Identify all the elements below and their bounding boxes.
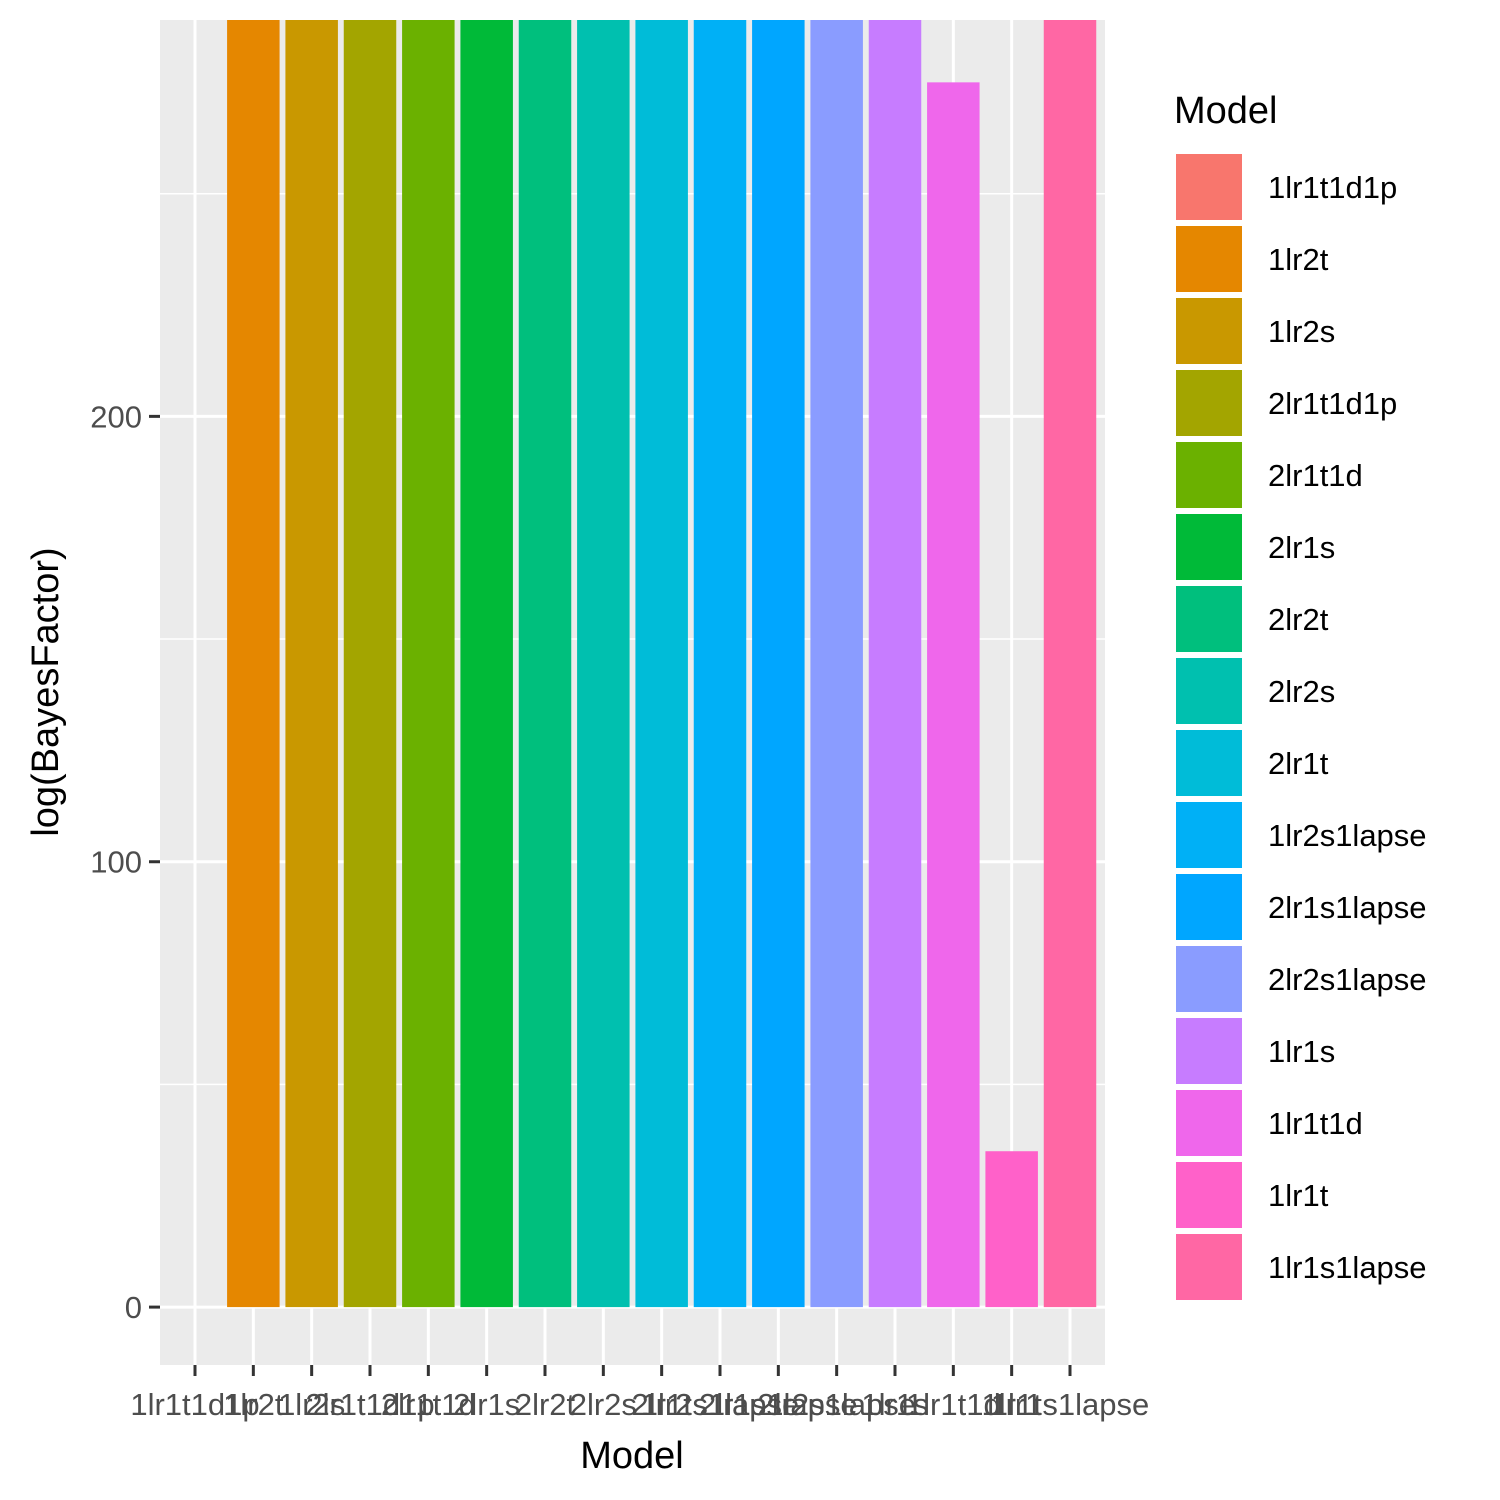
legend-label-1lr2s: 1lr2s bbox=[1268, 314, 1335, 349]
bar-2lr1t1d1p bbox=[343, 20, 397, 1308]
legend-label-1lr1t1d: 1lr1t1d bbox=[1268, 1106, 1363, 1141]
legend-label-1lr1t: 1lr1t bbox=[1268, 1178, 1329, 1213]
y-tick-label-1: 100 bbox=[90, 845, 142, 880]
legend-label-1lr1s: 1lr1s bbox=[1268, 1034, 1335, 1069]
legend-key-2lr1t bbox=[1174, 728, 1244, 798]
bar-2lr2s1lapse bbox=[810, 20, 863, 1308]
legend-label-1lr2s1lapse: 1lr2s1lapse bbox=[1268, 818, 1427, 853]
x-axis-title: Model bbox=[580, 1435, 684, 1477]
legend-label-2lr1t1d: 2lr1t1d bbox=[1268, 458, 1363, 493]
x-tick-label-9: 1lr2s1lapse bbox=[641, 1387, 800, 1422]
legend-key-1lr1t1d bbox=[1174, 1088, 1244, 1158]
bar-1lr1s1lapse bbox=[1043, 20, 1097, 1308]
bar-2lr2t bbox=[518, 20, 572, 1308]
legend-label-2lr1t: 2lr1t bbox=[1268, 746, 1329, 781]
legend-label-2lr1s: 2lr1s bbox=[1268, 530, 1335, 565]
legend: Model 1lr1t1d1p1lr2t1lr2s2lr1t1d1p2lr1t1… bbox=[1174, 90, 1427, 1302]
legend-label-2lr2s: 2lr2s bbox=[1268, 674, 1335, 709]
legend-key-1lr2t bbox=[1174, 224, 1244, 294]
legend-key-1lr2s bbox=[1174, 296, 1244, 366]
bar-1lr1t1d bbox=[927, 82, 980, 1308]
legend-key-2lr2t bbox=[1174, 584, 1244, 654]
bars bbox=[227, 20, 1097, 1308]
bar-2lr1t bbox=[635, 20, 688, 1308]
x-tick-label-5: 2lr1s bbox=[453, 1387, 520, 1422]
x-tick-label-13: 1lr1t1d bbox=[906, 1387, 1001, 1422]
x-tick-label-11: 2lr2s1lapse bbox=[757, 1387, 916, 1422]
bar-1lr1t bbox=[985, 1151, 1038, 1308]
y-tick-label-2: 200 bbox=[90, 399, 142, 434]
legend-label-1lr1s1lapse: 1lr1s1lapse bbox=[1268, 1250, 1427, 1285]
legend-key-2lr1s bbox=[1174, 512, 1244, 582]
legend-label-2lr1t1d1p: 2lr1t1d1p bbox=[1268, 386, 1397, 421]
legend-label-1lr1t1d1p: 1lr1t1d1p bbox=[1268, 170, 1397, 205]
legend-key-2lr2s bbox=[1174, 656, 1244, 726]
x-tick-label-4: 2lr1t1d bbox=[381, 1387, 476, 1422]
legend-key-2lr1t1d1p bbox=[1174, 368, 1244, 438]
legend-key-1lr1t1d1p bbox=[1174, 152, 1244, 222]
bar-1lr2t bbox=[227, 20, 280, 1308]
bar-1lr1s bbox=[868, 20, 922, 1308]
bar-2lr1s bbox=[460, 20, 513, 1308]
legend-label-2lr2s1lapse: 2lr2s1lapse bbox=[1268, 962, 1427, 997]
x-tick-label-15: 1lr1s1lapse bbox=[991, 1387, 1150, 1422]
x-axis: 1lr1t1d1p1lr2t1lr2s2lr1t1d1p2lr1t1d2lr1s… bbox=[130, 1365, 1149, 1422]
bar-2lr1t1d bbox=[402, 20, 455, 1308]
legend-key-2lr2s1lapse bbox=[1174, 944, 1244, 1014]
x-tick-label-2: 1lr2s bbox=[278, 1387, 345, 1422]
x-tick-label-14: 1lr1t bbox=[982, 1387, 1043, 1422]
legend-key-1lr1t bbox=[1174, 1160, 1244, 1230]
y-axis: 0 100 200 bbox=[90, 399, 160, 1325]
x-tick-label-1: 1lr2t bbox=[223, 1387, 284, 1422]
x-tick-label-8: 2lr1t bbox=[632, 1387, 693, 1422]
x-tick-label-3: 2lr1t1d1p bbox=[305, 1387, 434, 1422]
x-tick-label-6: 2lr2t bbox=[515, 1387, 576, 1422]
legend-key-1lr1s bbox=[1174, 1016, 1244, 1086]
legend-key-2lr1t1d bbox=[1174, 440, 1244, 510]
bar-2lr2s bbox=[577, 20, 630, 1308]
bar-1lr2s bbox=[285, 20, 338, 1308]
y-axis-title: log(BayesFactor) bbox=[25, 547, 67, 836]
x-tick-label-12: 1lr1s bbox=[861, 1387, 928, 1422]
legend-key-1lr2s1lapse bbox=[1174, 800, 1244, 870]
x-tick-label-10: 2lr1s1lapse bbox=[699, 1387, 858, 1422]
bar-2lr1s1lapse bbox=[752, 20, 805, 1308]
legend-label-2lr1s1lapse: 2lr1s1lapse bbox=[1268, 890, 1427, 925]
bar-1lr2s1lapse bbox=[693, 20, 747, 1308]
y-tick-label-0: 0 bbox=[125, 1290, 142, 1325]
x-tick-label-0: 1lr1t1d1p bbox=[130, 1387, 259, 1422]
legend-key-1lr1s1lapse bbox=[1174, 1232, 1244, 1302]
legend-title: Model bbox=[1174, 90, 1278, 132]
legend-key-2lr1s1lapse bbox=[1174, 872, 1244, 942]
x-tick-label-7: 2lr2s bbox=[570, 1387, 637, 1422]
legend-label-2lr2t: 2lr2t bbox=[1268, 602, 1329, 637]
legend-label-1lr2t: 1lr2t bbox=[1268, 242, 1329, 277]
